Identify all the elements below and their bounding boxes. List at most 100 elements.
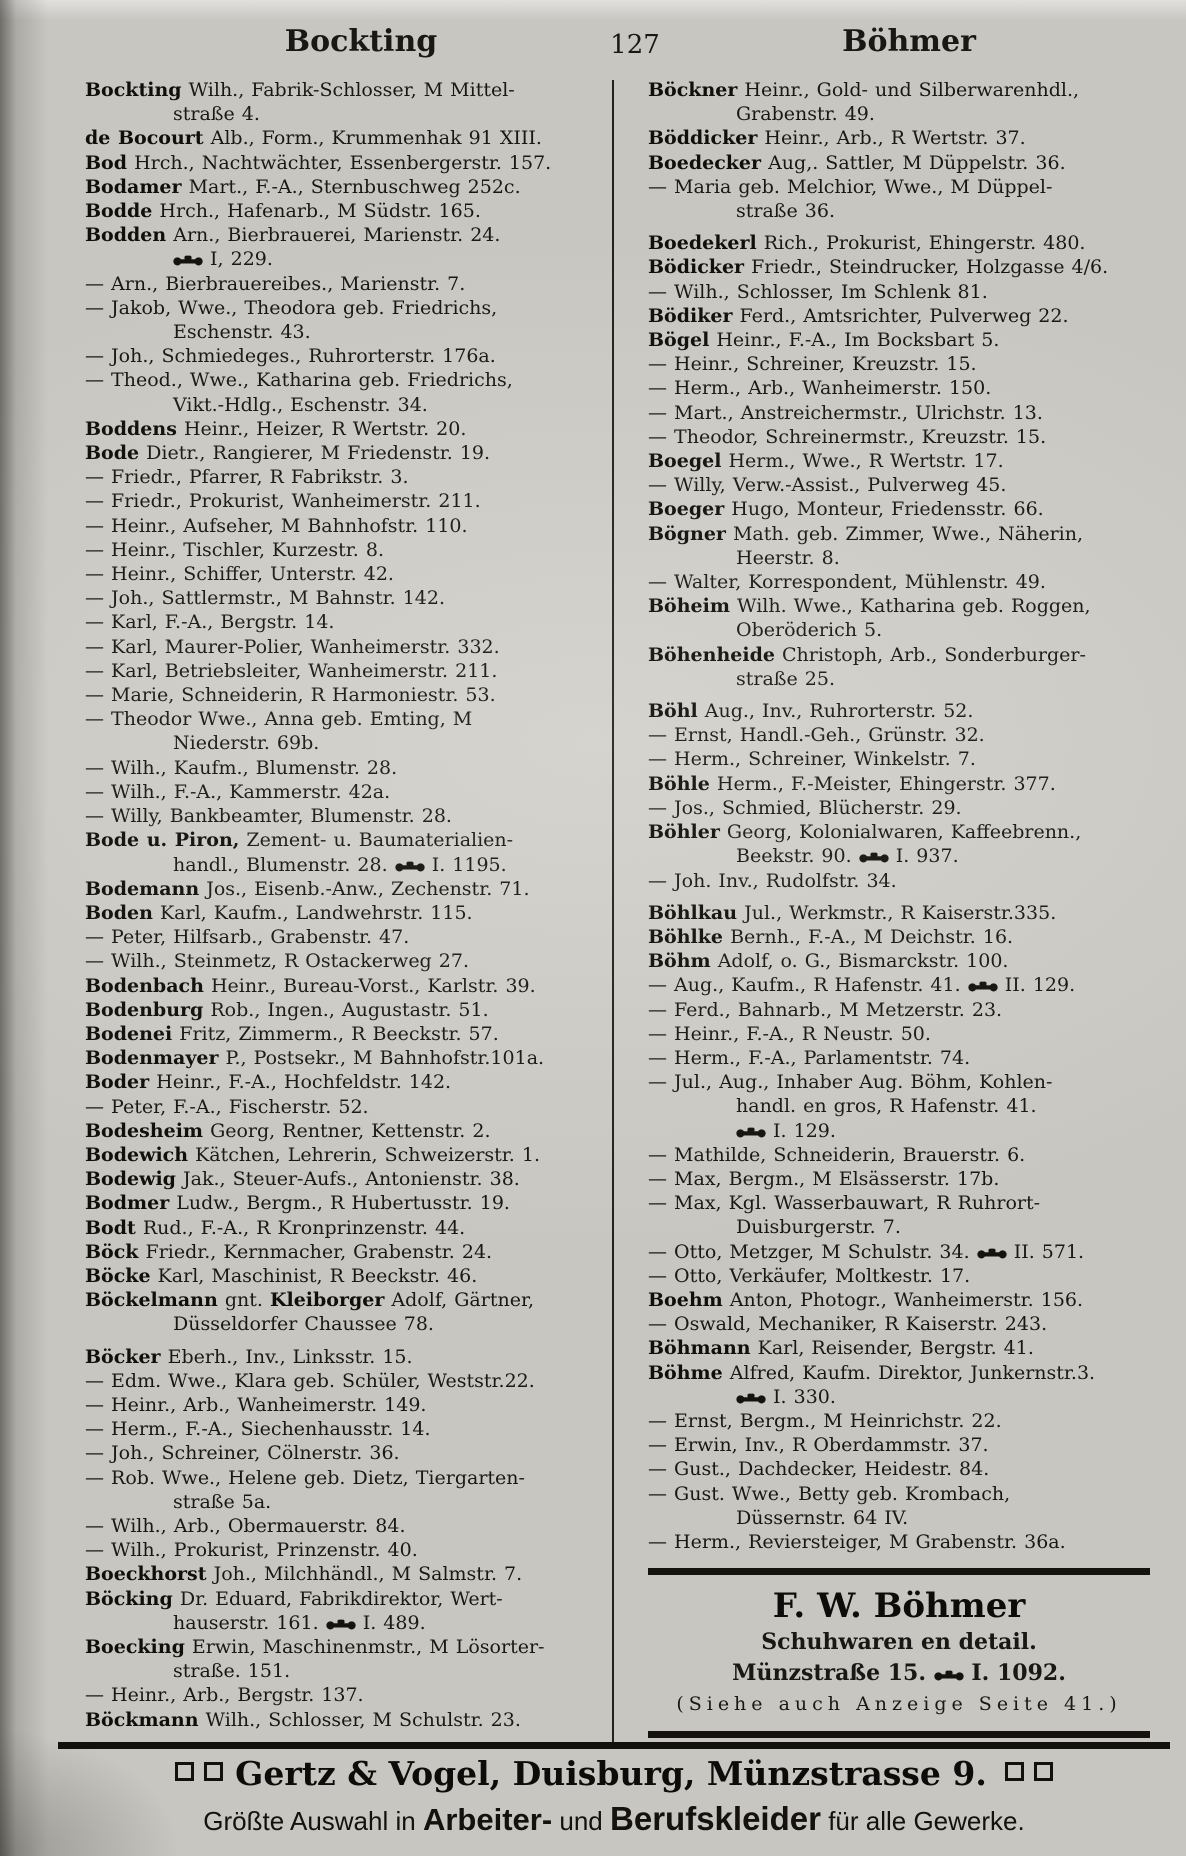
phone-icon bbox=[173, 247, 203, 271]
directory-entry: — Joh., Schmiedeges., Ruhrorterstr. 176a… bbox=[85, 345, 496, 368]
entry-surname: Böhl bbox=[648, 700, 698, 723]
entry-surname: Boeger bbox=[648, 498, 725, 521]
square-ornament-icon bbox=[1033, 1762, 1053, 1781]
directory-entry: Böhle Herm., F.-Meister, Ehingerstr. 377… bbox=[648, 772, 1056, 795]
entry-surname: Bockting bbox=[85, 79, 182, 101]
running-head-left: Bockting bbox=[284, 24, 438, 59]
directory-entry: — Mart., Anstreichermstr., Ulrichstr. 13… bbox=[648, 401, 1043, 424]
directory-entry: — Rob. Wwe., Helene geb. Dietz, Tiergart… bbox=[85, 1466, 525, 1513]
entry-surname: Bodenbach bbox=[85, 974, 204, 997]
directory-entry: — Jul., Aug., Inhaber Aug. Böhm, Kohlen-… bbox=[648, 1071, 1053, 1143]
directory-entry: — Joh. Inv., Rudolfstr. 34. bbox=[648, 869, 897, 892]
entry-surname: Bodenei bbox=[85, 1022, 173, 1045]
directory-entry: Bockting Wilh., Fabrik-Schlosser, M Mitt… bbox=[85, 79, 515, 126]
directory-entry: Böcker Eberh., Inv., Linksstr. 15. bbox=[85, 1345, 413, 1368]
footer-ad-line2: Größte Auswahl in Arbeiter- und Berufskl… bbox=[58, 1800, 1170, 1838]
ad-address: Münzstraße 15. I. 1092. bbox=[648, 1657, 1150, 1689]
directory-entry: Böhl Aug., Inv., Ruhrorterstr. 52. bbox=[648, 700, 974, 723]
directory-entry: Böhlke Bernh., F.-A., M Deichstr. 16. bbox=[648, 925, 1014, 948]
directory-entry: Bodt Rud., F.-A., R Kronprinzenstr. 44. bbox=[85, 1216, 466, 1239]
entry-surname: Boedekerl bbox=[648, 232, 757, 255]
directory-entry: — Peter, F.-A., Fischerstr. 52. bbox=[85, 1095, 369, 1118]
footer-ad-text: und bbox=[559, 1806, 603, 1836]
directory-entry: — Arn., Bierbrauereibes., Marienstr. 7. bbox=[85, 272, 466, 295]
directory-entry: Böckelmann gnt. Kleiborger Adolf, Gärtne… bbox=[85, 1289, 534, 1336]
entry-surname: Böhmann bbox=[648, 1337, 751, 1360]
directory-entry: — Max, Bergm., M Elsässerstr. 17b. bbox=[648, 1167, 1000, 1190]
directory-entry: Böhm Adolf, o. G., Bismarckstr. 100. bbox=[648, 950, 1009, 973]
boehmer-ad: F. W. Böhmer Schuhwaren en detail. Münzs… bbox=[648, 1568, 1150, 1739]
square-ornament-icon bbox=[204, 1762, 224, 1781]
directory-entry: — Herm., Reviersteiger, M Grabenstr. 36a… bbox=[648, 1530, 1066, 1553]
directory-entry: Böcking Dr. Eduard, Fabrikdirektor, Wert… bbox=[85, 1587, 503, 1634]
phone-icon bbox=[395, 853, 425, 877]
directory-entry: — Otto, Verkäufer, Moltkestr. 17. bbox=[648, 1264, 971, 1287]
directory-entry: Bögel Heinr., F.-A., Im Bocksbart 5. bbox=[648, 329, 1000, 352]
directory-entry: Bodden Arn., Bierbrauerei, Marienstr. 24… bbox=[85, 224, 501, 271]
directory-entry: Boehm Anton, Photogr., Wanheimerstr. 156… bbox=[648, 1288, 1084, 1311]
entry-surname: Böhlkau bbox=[648, 901, 738, 924]
directory-entry: — Oswald, Mechaniker, R Kaiserstr. 243. bbox=[648, 1313, 1048, 1336]
phone-icon bbox=[934, 1657, 964, 1689]
entry-surname: Bögel bbox=[648, 329, 710, 352]
directory-entry: Boeger Hugo, Monteur, Friedensstr. 66. bbox=[648, 498, 1044, 521]
directory-entry: Bodenburg Rob., Ingen., Augustastr. 51. bbox=[85, 998, 489, 1021]
directory-entry: de Bocourt Alb., Form., Krummenhak 91 XI… bbox=[85, 127, 542, 150]
directory-entry: — Aug., Kaufm., R Hafenstr. 41. II. 129. bbox=[648, 974, 1076, 997]
entry-surname: Kleiborger bbox=[269, 1289, 385, 1312]
entry-surname: Böheim bbox=[648, 595, 730, 618]
entry-surname: Boehm bbox=[648, 1288, 723, 1311]
entry-surname: Bodden bbox=[85, 224, 167, 247]
entry-surname: Böckner bbox=[648, 79, 738, 101]
phone-icon bbox=[977, 1240, 1007, 1264]
directory-entry: — Heinr., Schreiner, Kreuzstr. 15. bbox=[648, 353, 977, 376]
entry-surname: Boedecker bbox=[648, 151, 762, 174]
footer-ad-line1: Gertz & Vogel, Duisburg, Münzstrasse 9. bbox=[58, 1754, 1170, 1793]
entry-surname: Böck bbox=[85, 1240, 139, 1263]
directory-entry: — Peter, Hilfsarb., Grabenstr. 47. bbox=[85, 926, 410, 949]
directory-entry: — Heinr., Arb., Wanheimerstr. 149. bbox=[85, 1393, 427, 1416]
entry-surname: Bodamer bbox=[85, 175, 182, 198]
entry-surname: Böcker bbox=[85, 1345, 161, 1368]
directory-entry: Boder Heinr., F.-A., Hochfeldstr. 142. bbox=[85, 1071, 452, 1094]
square-ornament-icon bbox=[1004, 1762, 1024, 1781]
directory-entry: — Wilh., Schlosser, Im Schlenk 81. bbox=[648, 280, 988, 303]
directory-entry: — Willy, Bankbeamter, Blumenstr. 28. bbox=[85, 805, 452, 828]
entry-surname: Bodenburg bbox=[85, 998, 204, 1021]
entry-surname: Boegel bbox=[648, 450, 722, 473]
directory-entry: — Theodor Wwe., Anna geb. Emting, M Niede… bbox=[85, 708, 473, 755]
directory-entry: Boedecker Aug,. Sattler, M Düppelstr. 36… bbox=[648, 151, 1066, 174]
entry-surname: Boecking bbox=[85, 1636, 185, 1658]
directory-entry: Bode u. Piron, Zement- u. Baumaterialien… bbox=[85, 829, 514, 877]
entry-surname: Bodmer bbox=[85, 1192, 170, 1215]
entry-surname: Bode bbox=[85, 442, 140, 465]
entry-surname: Böcke bbox=[85, 1264, 151, 1287]
phone-icon bbox=[736, 1385, 766, 1409]
directory-entry: Böhlkau Jul., Werkmstr., R Kaiserstr.335… bbox=[648, 901, 1057, 924]
entry-surname: Böcking bbox=[85, 1587, 173, 1610]
directory-entry: Boecking Erwin, Maschinenmstr., M Lösort… bbox=[85, 1636, 545, 1683]
directory-entry: — Herm., Schreiner, Winkelstr. 7. bbox=[648, 748, 976, 771]
directory-entry: Boden Karl, Kaufm., Landwehrstr. 115. bbox=[85, 901, 473, 924]
directory-entry: — Heinr., Tischler, Kurzestr. 8. bbox=[85, 538, 384, 561]
running-head-right: Böhmer bbox=[842, 24, 976, 59]
entry-surname: Bodemann bbox=[85, 877, 200, 900]
directory-entry: Böddicker Heinr., Arb., R Wertstr. 37. bbox=[648, 127, 1026, 150]
directory-entry: Böheim Wilh. Wwe., Katharina geb. Roggen… bbox=[648, 595, 1091, 642]
directory-entry: — Marie, Schneiderin, R Harmoniestr. 53. bbox=[85, 684, 496, 707]
directory-entry: — Mathilde, Schneiderin, Brauerstr. 6. bbox=[648, 1143, 1026, 1166]
directory-entry: — Joh., Schreiner, Cölnerstr. 36. bbox=[85, 1442, 400, 1465]
directory-entry: — Walter, Korrespondent, Mühlenstr. 49. bbox=[648, 571, 1046, 594]
directory-entry: Bodenei Fritz, Zimmerm., R Beeckstr. 57. bbox=[85, 1022, 499, 1045]
directory-entry: — Theodor, Schreinermstr., Kreuzstr. 15. bbox=[648, 425, 1047, 448]
directory-entry: — Herm., F.-A., Parlamentstr. 74. bbox=[648, 1046, 971, 1069]
directory-entry: Boeckhorst Joh., Milchhändl., M Salmstr.… bbox=[85, 1563, 523, 1586]
phone-icon bbox=[736, 1119, 766, 1143]
entry-surname: Bodesheim bbox=[85, 1119, 204, 1142]
entry-surname: Böckmann bbox=[85, 1708, 199, 1731]
directory-entry: Bodmer Ludw., Bergm., R Hubertusstr. 19. bbox=[85, 1192, 510, 1215]
directory-entry: Bodenbach Heinr., Bureau-Vorst., Karlstr… bbox=[85, 974, 536, 997]
directory-entry: Bodde Hrch., Hafenarb., M Südstr. 165. bbox=[85, 200, 481, 223]
directory-entry: — Heinr., Arb., Bergstr. 137. bbox=[85, 1684, 364, 1707]
